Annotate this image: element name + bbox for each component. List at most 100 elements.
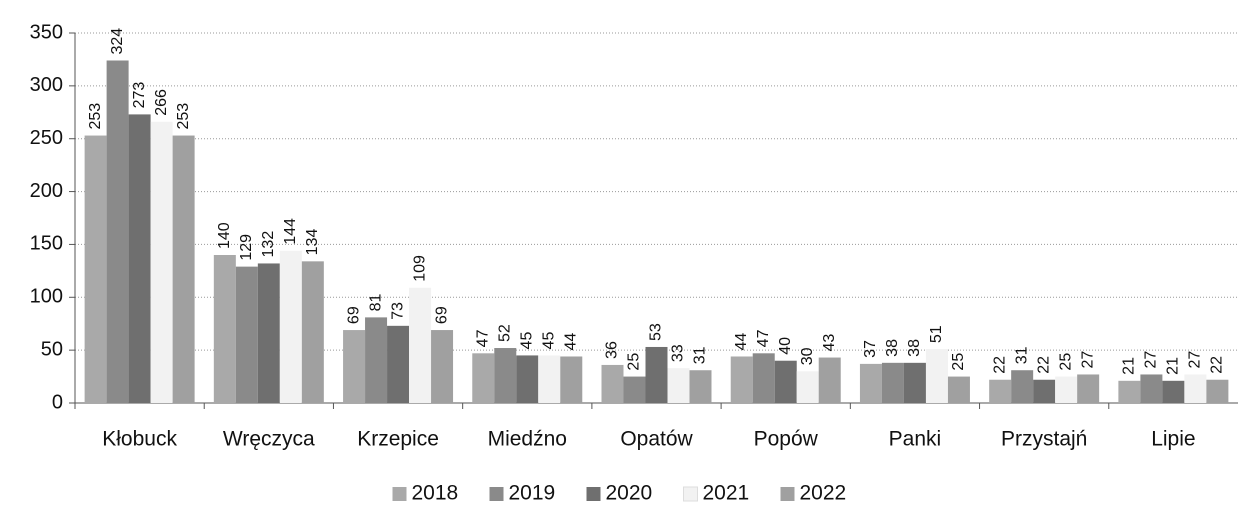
value-label: 45 — [518, 332, 535, 350]
value-label: 31 — [1013, 346, 1030, 364]
value-label: 27 — [1187, 351, 1204, 369]
legend-swatch — [586, 487, 601, 501]
bar — [343, 330, 366, 403]
value-label: 25 — [626, 353, 643, 371]
bar — [128, 114, 151, 404]
bar — [431, 330, 454, 403]
value-label: 45 — [540, 332, 557, 350]
y-tick-label: 200 — [30, 180, 63, 202]
bar — [796, 371, 819, 403]
bar — [150, 121, 173, 404]
legend-label: 2020 — [606, 482, 653, 505]
bar — [1033, 379, 1056, 403]
value-label: 47 — [755, 329, 772, 347]
value-label: 266 — [153, 89, 170, 116]
legend-label: 2021 — [703, 482, 750, 505]
x-tick-label: Popów — [754, 428, 819, 451]
y-tick-label: 150 — [30, 233, 63, 255]
bar — [84, 135, 107, 404]
value-label: 30 — [799, 347, 816, 365]
bar — [301, 261, 324, 403]
value-label: 25 — [950, 353, 967, 371]
value-label: 132 — [260, 231, 277, 258]
bar — [1162, 380, 1185, 403]
bar — [645, 346, 668, 403]
value-label: 129 — [238, 234, 255, 261]
value-label: 27 — [1143, 351, 1160, 369]
value-label: 109 — [411, 255, 428, 282]
value-label: 273 — [131, 82, 148, 109]
value-label: 69 — [345, 306, 362, 324]
y-tick-label: 250 — [30, 127, 63, 149]
value-label: 51 — [928, 325, 945, 343]
bar — [752, 353, 775, 403]
value-label: 44 — [562, 333, 579, 351]
value-label: 40 — [777, 337, 794, 355]
value-label: 22 — [991, 356, 1008, 374]
value-label: 253 — [87, 103, 104, 130]
bar — [1055, 376, 1078, 403]
bar — [947, 376, 970, 403]
bar — [106, 60, 129, 403]
legend-label: 2022 — [800, 482, 847, 505]
value-label: 253 — [175, 103, 192, 130]
value-label: 22 — [1209, 356, 1226, 374]
value-label: 21 — [1165, 357, 1182, 375]
x-tick-label: Wręczyca — [223, 428, 315, 451]
bar — [667, 368, 690, 403]
y-tick-label: 350 — [30, 21, 63, 43]
bar — [730, 356, 753, 403]
bar — [925, 349, 948, 403]
value-label: 81 — [367, 293, 384, 311]
bar — [859, 363, 882, 403]
legend-swatch — [489, 487, 504, 501]
bar — [516, 355, 539, 403]
value-label: 43 — [821, 334, 838, 352]
x-tick-label: Panki — [889, 428, 942, 451]
x-tick-label: Opatów — [620, 428, 693, 451]
value-label: 52 — [496, 324, 513, 342]
x-tick-label: Przystajń — [1001, 428, 1087, 451]
legend-swatch — [683, 486, 698, 502]
bar — [409, 287, 432, 403]
legend-label: 2019 — [509, 482, 556, 505]
legend-label: 2018 — [412, 482, 459, 505]
y-tick-label: 100 — [30, 286, 63, 308]
bar — [1140, 374, 1163, 403]
bar — [472, 353, 495, 403]
value-label: 73 — [389, 302, 406, 320]
bar — [560, 356, 583, 403]
bar — [1184, 374, 1207, 403]
value-label: 27 — [1079, 351, 1096, 369]
bar — [623, 376, 646, 403]
y-tick-label: 300 — [30, 74, 63, 96]
value-label: 144 — [282, 218, 299, 245]
value-label: 44 — [733, 333, 750, 351]
bar — [818, 357, 841, 403]
y-tick-label: 50 — [41, 338, 63, 360]
y-tick-label: 0 — [52, 391, 63, 413]
bar — [494, 348, 517, 403]
bar — [601, 364, 624, 403]
bar — [1011, 370, 1034, 403]
value-label: 38 — [906, 339, 923, 357]
bar — [1206, 379, 1229, 403]
legend-swatch — [392, 487, 407, 501]
value-label: 134 — [304, 229, 321, 256]
value-label: 38 — [884, 339, 901, 357]
x-tick-label: Krzepice — [357, 428, 439, 451]
legend-swatch — [780, 487, 795, 501]
bar — [279, 250, 302, 403]
bar — [689, 370, 712, 403]
bar — [903, 362, 926, 403]
value-label: 37 — [862, 340, 879, 358]
value-label: 53 — [648, 323, 665, 341]
bar — [257, 263, 280, 403]
value-label: 140 — [216, 222, 233, 249]
value-label: 21 — [1121, 357, 1138, 375]
x-tick-label: Lipie — [1151, 428, 1195, 451]
value-label: 25 — [1057, 353, 1074, 371]
value-label: 69 — [433, 306, 450, 324]
value-label: 324 — [109, 28, 126, 55]
bar — [387, 325, 410, 403]
